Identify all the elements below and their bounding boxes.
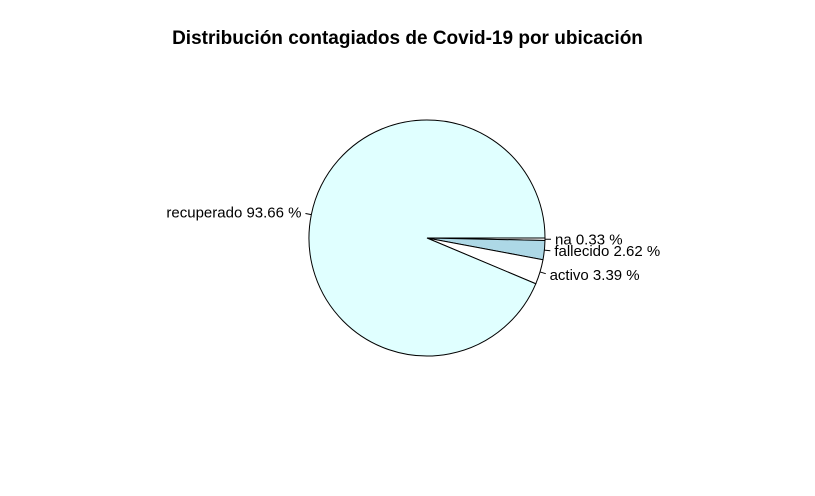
label-leader [305,212,312,216]
slice-label: activo 3.39 % [550,267,640,284]
label-leader [544,249,551,252]
slice-label: fallecido 2.62 % [554,243,660,260]
label-leaders [305,212,551,275]
pie-slices [308,119,546,357]
chart-title: Distribución contagiados de Covid-19 por… [172,28,643,49]
slice-label: recuperado 93.66 % [166,205,301,222]
slice-label: na 0.33 % [555,231,623,248]
pie-slice [308,119,546,357]
label-leader [539,271,546,275]
slice-labels: na 0.33 %fallecido 2.62 % activo 3.39 % re… [166,205,660,284]
